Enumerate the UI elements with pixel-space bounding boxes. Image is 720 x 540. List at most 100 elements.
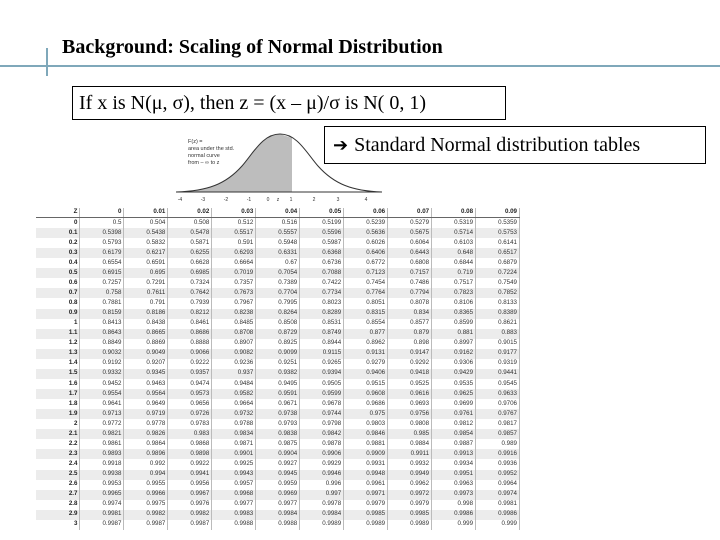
probability-cell: 0.9982 bbox=[167, 509, 213, 520]
probability-cell: 0.983 bbox=[167, 429, 213, 440]
probability-cell: 0.695 bbox=[123, 268, 169, 279]
probability-cell: 0.9887 bbox=[431, 439, 477, 450]
axis-tick-label: 1 bbox=[290, 197, 293, 203]
probability-cell: 0.9319 bbox=[475, 358, 520, 369]
probability-cell: 0.9977 bbox=[255, 499, 301, 510]
probability-cell: 0.7224 bbox=[475, 268, 520, 279]
probability-cell: 0.9719 bbox=[123, 409, 169, 420]
probability-cell: 0.9192 bbox=[79, 358, 125, 369]
probability-cell: 0.7422 bbox=[299, 278, 345, 289]
z-value-cell: 0.7 bbox=[36, 288, 81, 299]
axis-tick-label: z bbox=[277, 197, 280, 203]
probability-cell: 0.9911 bbox=[387, 449, 433, 460]
table-header-cell: 0.05 bbox=[299, 208, 345, 218]
probability-cell: 0.9946 bbox=[299, 469, 345, 480]
probability-cell: 0.5557 bbox=[255, 228, 301, 239]
probability-cell: 0.975 bbox=[343, 409, 389, 420]
probability-cell: 0.9545 bbox=[475, 378, 520, 390]
probability-cell: 0.6026 bbox=[343, 238, 389, 249]
probability-cell: 0.7291 bbox=[123, 278, 169, 289]
probability-cell: 0.5199 bbox=[299, 217, 345, 229]
probability-cell: 0.9964 bbox=[475, 479, 520, 490]
probability-cell: 0.5398 bbox=[79, 228, 125, 239]
probability-cell: 0.8708 bbox=[211, 328, 257, 339]
probability-cell: 0.6103 bbox=[431, 238, 477, 249]
probability-cell: 0.9984 bbox=[255, 509, 301, 520]
probability-cell: 0.9974 bbox=[79, 499, 125, 510]
z-value-cell: 1.5 bbox=[36, 368, 81, 379]
probability-cell: 0.648 bbox=[431, 248, 477, 259]
axis-tick-label: -4 bbox=[178, 197, 183, 203]
probability-cell: 0.9554 bbox=[79, 389, 125, 400]
table-row: 2.8 0.9974 0.9975 0.9976 0.9977 0.9977 0.9978 0… bbox=[36, 499, 520, 510]
probability-cell: 0.9382 bbox=[255, 368, 301, 379]
table-row: 2.9 0.9981 0.9982 0.9982 0.9983 0.9984 0.9984 0… bbox=[36, 509, 520, 520]
probability-cell: 0.7852 bbox=[475, 288, 520, 299]
probability-cell: 0.6808 bbox=[387, 258, 433, 269]
probability-cell: 0.9826 bbox=[123, 429, 169, 440]
probability-cell: 0.9699 bbox=[431, 399, 477, 410]
table-row: 1.6 0.9452 0.9463 0.9474 0.9484 0.9495 0.9505 0… bbox=[36, 378, 520, 390]
probability-cell: 0.992 bbox=[123, 459, 169, 470]
probability-cell: 0.5517 bbox=[211, 228, 257, 239]
table-row: 1.8 0.9641 0.9649 0.9656 0.9664 0.9671 0.9678 0… bbox=[36, 399, 520, 410]
probability-cell: 0.9983 bbox=[211, 509, 257, 520]
probability-cell: 0.9972 bbox=[387, 489, 433, 500]
probability-cell: 0.6217 bbox=[123, 248, 169, 259]
probability-cell: 0.8159 bbox=[79, 308, 125, 319]
probability-cell: 0.989 bbox=[475, 439, 520, 450]
probability-cell: 0.8944 bbox=[299, 338, 345, 349]
probability-cell: 0.9778 bbox=[123, 419, 169, 430]
probability-cell: 0.9965 bbox=[79, 489, 125, 500]
probability-cell: 0.9898 bbox=[167, 449, 213, 460]
probability-cell: 0.9306 bbox=[431, 358, 477, 369]
probability-cell: 0.7611 bbox=[123, 288, 169, 299]
z-value-cell: 3 bbox=[36, 519, 81, 530]
probability-cell: 0.8315 bbox=[343, 308, 389, 319]
probability-cell: 0.9495 bbox=[255, 378, 301, 390]
probability-cell: 0.9948 bbox=[343, 469, 389, 480]
probability-cell: 0.9962 bbox=[387, 479, 433, 490]
probability-cell: 0.9418 bbox=[387, 368, 433, 379]
probability-cell: 0.937 bbox=[211, 368, 257, 379]
probability-cell: 0.9973 bbox=[431, 489, 477, 500]
probability-cell: 0.9066 bbox=[167, 348, 213, 359]
probability-cell: 0.508 bbox=[167, 217, 213, 229]
z-value-cell: 1.7 bbox=[36, 389, 81, 400]
probability-cell: 0.9957 bbox=[211, 479, 257, 490]
probability-cell: 0.6293 bbox=[211, 248, 257, 259]
probability-cell: 0.881 bbox=[431, 328, 477, 339]
probability-cell: 0.8186 bbox=[123, 308, 169, 319]
probability-cell: 0.5793 bbox=[79, 238, 125, 249]
table-header-cell: 0.09 bbox=[475, 208, 520, 218]
axis-tick-label: 0 bbox=[267, 197, 270, 203]
table-row: 2 0.9772 0.9778 0.9783 0.9788 0.9793 0.9798 0.9… bbox=[36, 419, 520, 430]
z-value-cell: 1.3 bbox=[36, 348, 81, 359]
probability-cell: 0.9525 bbox=[387, 378, 433, 390]
probability-cell: 0.9989 bbox=[299, 519, 345, 530]
probability-cell: 0.8264 bbox=[255, 308, 301, 319]
probability-cell: 0.9916 bbox=[475, 449, 520, 460]
probability-cell: 0.7995 bbox=[255, 298, 301, 309]
probability-cell: 0.9959 bbox=[255, 479, 301, 490]
probability-cell: 0.9625 bbox=[431, 389, 477, 400]
probability-cell: 0.9931 bbox=[343, 459, 389, 470]
table-row: 1.4 0.9192 0.9207 0.9222 0.9236 0.9251 0.9265 0… bbox=[36, 358, 520, 369]
probability-cell: 0.9968 bbox=[211, 489, 257, 500]
probability-cell: 0.8577 bbox=[387, 318, 433, 329]
probability-cell: 0.8023 bbox=[299, 298, 345, 309]
probability-cell: 0.9985 bbox=[387, 509, 433, 520]
annotation-line-3: normal curve bbox=[188, 153, 220, 159]
probability-cell: 0.9686 bbox=[343, 399, 389, 410]
probability-cell: 0.7123 bbox=[343, 268, 389, 279]
probability-cell: 0.9082 bbox=[211, 348, 257, 359]
normal-curve-figure: F(z) = area under the std. normal curve … bbox=[175, 133, 383, 203]
table-row: 0.1 0.5398 0.5438 0.5478 0.5517 0.5557 0.5596 0… bbox=[36, 228, 520, 239]
probability-cell: 0.7054 bbox=[255, 268, 301, 279]
probability-cell: 0.9918 bbox=[79, 459, 125, 470]
probability-cell: 0.9115 bbox=[299, 348, 345, 359]
table-row: 2.5 0.9938 0.994 0.9941 0.9943 0.9945 0.9946 0.… bbox=[36, 469, 520, 480]
table-header-cell: 0.02 bbox=[167, 208, 213, 218]
probability-cell: 0.9463 bbox=[123, 378, 169, 390]
probability-cell: 0.67 bbox=[255, 258, 301, 269]
